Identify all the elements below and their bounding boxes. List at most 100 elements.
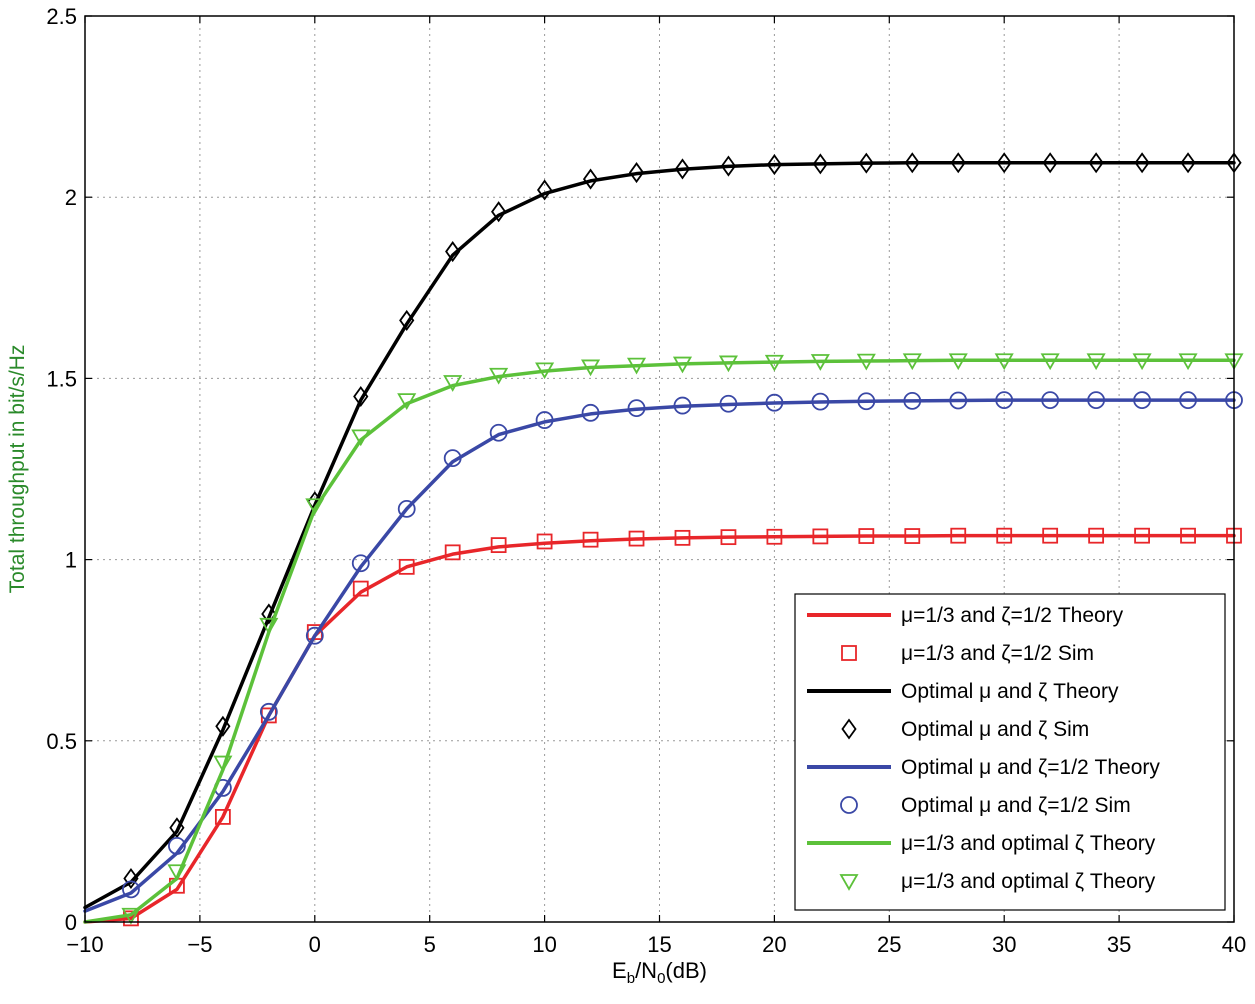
data-point-diamond: [674, 158, 691, 180]
legend-marker-swatch: [841, 645, 857, 661]
legend-label: μ=1/3 and ζ=1/2 Theory: [901, 604, 1124, 627]
data-point-diamond: [720, 155, 737, 177]
x-tick-label: 10: [532, 932, 556, 957]
data-point-diamond: [996, 152, 1012, 174]
data-point-square: [1042, 527, 1059, 544]
data-point-circle: [949, 391, 968, 410]
data-point-square: [536, 533, 553, 550]
data-point-diamond: [950, 152, 966, 174]
data-point-triangle-down: [1132, 353, 1152, 371]
y-tick-label: 1: [65, 548, 77, 573]
data-point-triangle-down: [948, 353, 968, 371]
data-point-diamond: [1134, 152, 1150, 174]
x-tick-label: 30: [992, 932, 1016, 957]
data-point-diamond: [1180, 152, 1196, 174]
data-point-circle: [719, 394, 738, 413]
x-tick-label: 40: [1222, 932, 1246, 957]
data-point-diamond: [123, 867, 139, 890]
data-point-square: [720, 529, 737, 546]
x-tick-label: −10: [66, 932, 103, 957]
legend-marker-swatch: [841, 718, 857, 740]
x-tick-label: −5: [187, 932, 212, 957]
data-point-circle: [903, 391, 922, 410]
data-point-diamond: [812, 153, 828, 175]
data-point-circle: [673, 396, 692, 415]
data-point-circle: [1041, 391, 1060, 410]
data-point-triangle-down: [489, 367, 509, 385]
data-point-circle: [351, 554, 370, 573]
series-line: [83, 358, 1236, 924]
data-point-square: [1180, 527, 1196, 544]
data-point-circle: [535, 411, 554, 429]
data-point-triangle-down: [305, 498, 325, 516]
data-point-square: [858, 528, 875, 544]
x-axis-label-main: E: [612, 958, 627, 983]
y-tick-label: 2.5: [46, 4, 77, 29]
legend-label: μ=1/3 and optimal ζ Theory: [901, 870, 1156, 893]
data-point-triangle-down: [351, 429, 371, 447]
data-point-triangle-down: [535, 362, 555, 380]
data-point-triangle-down: [1178, 353, 1198, 371]
legend-label: μ=1/3 and optimal ζ Theory: [901, 832, 1156, 855]
data-point-triangle-down: [672, 356, 693, 374]
data-point-square: [582, 531, 599, 548]
data-point-triangle-down: [994, 353, 1014, 371]
data-point-triangle-down: [764, 354, 784, 372]
data-point-circle: [765, 393, 784, 412]
x-tick-label: 5: [424, 932, 436, 957]
y-tick-label: 0: [65, 910, 77, 935]
data-point-circle: [1087, 391, 1106, 410]
data-point-square: [674, 529, 691, 546]
series-layer: [83, 152, 1244, 927]
data-point-square: [628, 530, 645, 547]
data-point-circle: [1133, 391, 1151, 410]
x-axis-label-sub2: 0: [657, 970, 665, 987]
data-point-circle: [122, 880, 140, 899]
data-point-square: [490, 537, 507, 554]
x-tick-label: 15: [647, 932, 671, 957]
data-point-square: [1088, 527, 1105, 544]
data-point-triangle-down: [718, 355, 738, 373]
data-point-triangle-down: [1040, 353, 1060, 371]
x-axis-label-mid: /N: [635, 958, 657, 983]
legend: μ=1/3 and ζ=1/2 Theory μ=1/3 and ζ=1/2 Si…: [794, 593, 1226, 911]
data-point-circle: [443, 449, 462, 468]
x-tick-label: 25: [877, 932, 901, 957]
data-point-circle: [1179, 391, 1197, 410]
data-point-circle: [995, 391, 1014, 410]
data-point-circle: [627, 399, 646, 418]
data-point-circle: [489, 423, 508, 442]
data-point-diamond: [628, 162, 645, 184]
x-tick-label: 20: [762, 932, 786, 957]
data-point-square: [123, 910, 139, 927]
data-point-diamond: [904, 152, 920, 174]
legend-marker-swatch: [840, 796, 858, 814]
data-point-square: [904, 528, 921, 544]
legend-marker-swatch: [839, 874, 859, 891]
data-point-square: [398, 558, 415, 575]
data-point-triangle-down: [121, 907, 141, 925]
data-point-circle: [168, 836, 186, 855]
data-point-diamond: [445, 241, 461, 263]
data-point-triangle-down: [213, 755, 233, 773]
y-tick-label: 2: [65, 185, 77, 210]
data-point-square: [950, 527, 967, 544]
legend-label: Optimal μ and ζ=1/2 Theory: [901, 756, 1160, 779]
data-point-square: [1134, 527, 1150, 544]
data-point-circle: [857, 392, 876, 411]
data-point-diamond: [858, 152, 874, 174]
data-point-triangle-down: [1086, 353, 1106, 371]
x-axis-label-sub1: b: [627, 970, 635, 987]
data-point-diamond: [261, 603, 277, 625]
series-3: [123, 152, 1242, 890]
data-point-square: [766, 528, 783, 545]
data-point-diamond: [215, 715, 231, 737]
legend-label: Optimal μ and ζ Theory: [901, 680, 1119, 703]
data-point-square: [352, 580, 369, 597]
x-axis-label-tail: (dB): [665, 958, 707, 983]
data-point-square: [812, 528, 829, 545]
grid: [85, 16, 1234, 922]
data-point-circle: [581, 403, 600, 422]
